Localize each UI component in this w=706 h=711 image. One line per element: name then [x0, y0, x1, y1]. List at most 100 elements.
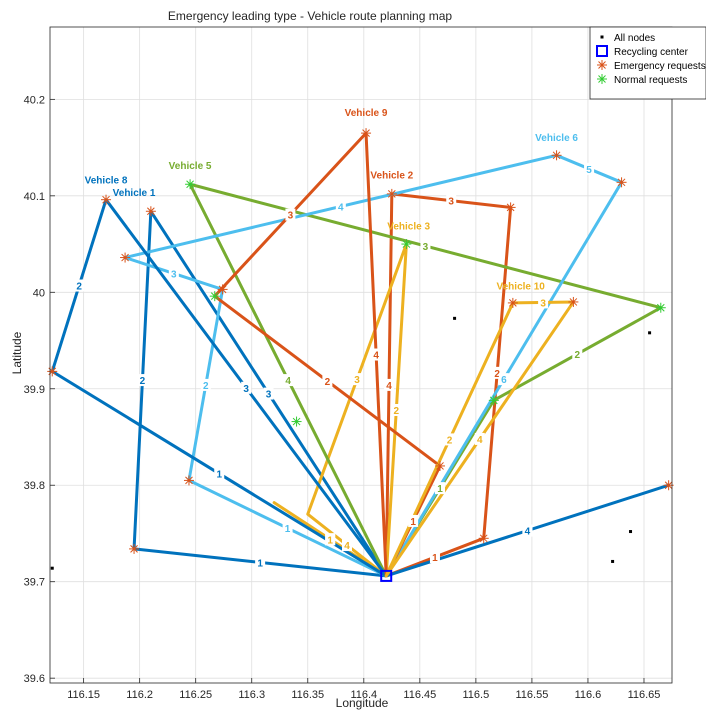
- emergency-request-marker: [129, 543, 140, 554]
- y-tick-label: 40.1: [24, 191, 45, 203]
- recycling-center-marker: [380, 569, 393, 582]
- normal-request-marker: [655, 302, 666, 313]
- segment-label-bg: [444, 433, 455, 446]
- vehicle-label: Vehicle 8: [85, 175, 128, 186]
- x-tick-label: 116.35: [291, 689, 324, 701]
- emergency-request-marker: [145, 206, 156, 217]
- segment-label-bg: [200, 378, 211, 391]
- emergency-request-marker: [507, 297, 518, 308]
- emergency-request-marker: [551, 150, 562, 161]
- segment-label-bg: [429, 551, 440, 564]
- axes-frame: [49, 26, 673, 684]
- vehicle-label: Vehicle 3: [387, 222, 430, 233]
- segment-label-bg: [572, 348, 583, 361]
- emergency-request-marker: [505, 202, 516, 213]
- segment-label-bg: [522, 524, 533, 537]
- marker-stroke: [218, 285, 227, 294]
- marker-stroke: [147, 207, 155, 216]
- segment-label-bg: [241, 381, 252, 394]
- legend-marker-asterisk: [597, 74, 607, 84]
- normal-request-marker: [291, 416, 302, 427]
- marker-stroke: [509, 299, 517, 307]
- segment-label: 1: [285, 524, 291, 535]
- segment-label-bg: [283, 374, 294, 387]
- marker-stroke: [387, 190, 396, 198]
- legend-label: All nodes: [614, 33, 655, 44]
- x-tick-label: 116.25: [179, 689, 212, 701]
- legend: All nodes Recycling center Emergency reque…: [589, 26, 706, 100]
- segment-label-bg: [391, 403, 402, 416]
- legend-label: Emergency requests: [614, 61, 706, 72]
- marker-stroke: [569, 298, 578, 306]
- segment-label: 1: [216, 470, 222, 481]
- segment-label: 3: [448, 197, 454, 208]
- legend-marker-asterisk: [597, 60, 607, 70]
- legend-marker-dot: [600, 35, 604, 39]
- x-tick-label: 116.3: [238, 689, 265, 701]
- emergency-request-marker: [120, 252, 131, 263]
- emergency-request-marker: [361, 128, 372, 139]
- segment-label-bg: [74, 279, 85, 292]
- segment-label-bg: [137, 374, 148, 387]
- segment-label: 4: [285, 376, 291, 387]
- segment-label: 3: [243, 384, 249, 395]
- segment-label-bg: [420, 239, 431, 252]
- emergency-request-marker: [386, 188, 397, 199]
- x-tick-label: 116.6: [575, 689, 602, 701]
- node-dot: [629, 530, 633, 534]
- segment-label-bg: [446, 194, 457, 207]
- x-tick-label: 116.45: [403, 689, 436, 701]
- vehicle-label: Vehicle 2: [370, 170, 413, 181]
- x-tick-label: 116.2: [126, 689, 153, 701]
- segment-label-bg: [341, 539, 352, 552]
- segment-label-bg: [214, 467, 225, 480]
- emergency-request-marker: [183, 475, 194, 486]
- marker-stroke: [552, 151, 561, 160]
- segment-label-bg: [255, 556, 266, 569]
- emergency-request-marker: [568, 296, 579, 307]
- marker-stroke: [210, 292, 219, 301]
- segment-label: 3: [423, 242, 429, 253]
- emergency-request-marker: [217, 284, 228, 295]
- marker-stroke: [506, 203, 515, 212]
- vehicle-label: Vehicle 9: [345, 108, 388, 119]
- y-tick-label: 39.9: [24, 384, 45, 396]
- vehicle-label: Vehicle 6: [535, 133, 578, 144]
- x-tick-label: 116.15: [67, 689, 100, 701]
- segment-label: 4: [338, 202, 344, 213]
- legend-label: Recycling center: [614, 47, 689, 58]
- marker-stroke: [402, 240, 411, 248]
- marker-stroke: [436, 462, 444, 470]
- vehicle-label: Vehicle 5: [169, 161, 212, 172]
- segment-label-bg: [498, 373, 509, 386]
- segment-label: 3: [266, 390, 272, 401]
- y-tick-label: 39.8: [24, 480, 45, 492]
- marker-stroke: [598, 75, 606, 83]
- segment-label: 4: [477, 435, 483, 446]
- segment-label: 1: [257, 558, 263, 569]
- y-axis-label: Latitude: [10, 331, 24, 374]
- marker-stroke: [130, 545, 138, 553]
- marker-stroke: [656, 303, 665, 312]
- segment-label-bg: [371, 348, 382, 361]
- segment-label: 2: [325, 377, 331, 388]
- segment-label: 2: [394, 406, 400, 417]
- segment-label-bg: [282, 522, 293, 535]
- emergency-request-marker: [435, 460, 446, 471]
- emergency-request-marker: [616, 177, 627, 188]
- segment-label: 1: [410, 517, 416, 528]
- legend-box: [589, 26, 706, 100]
- node-dot: [648, 331, 652, 335]
- emergency-request-marker: [478, 533, 489, 544]
- normal-request-marker: [209, 291, 220, 302]
- segment-label: 2: [494, 369, 500, 380]
- emergency-request-marker: [101, 194, 112, 205]
- segment-label-bg: [584, 162, 595, 175]
- vehicle-labels: Vehicle 1 Vehicle 2 Vehicle 3 Vehicle 5 Vehi…: [85, 108, 579, 293]
- normal-request-marker: [488, 395, 499, 406]
- segment-label: 4: [373, 351, 379, 362]
- marker-stroke: [664, 481, 673, 490]
- x-tick-label: 116.5: [463, 689, 490, 701]
- segment-label: 4: [344, 541, 350, 552]
